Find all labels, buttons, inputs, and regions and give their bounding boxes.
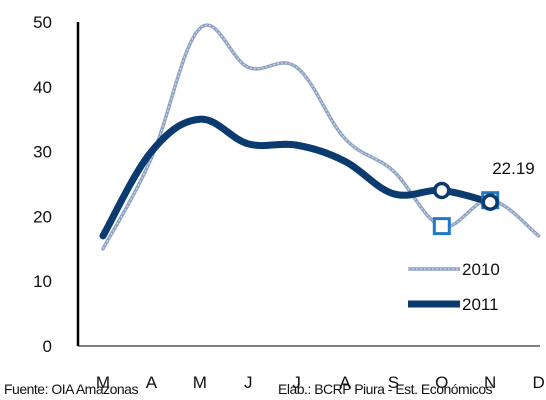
point-2011 (433, 181, 451, 200)
y-tick-label: 20 (33, 207, 52, 226)
x-tick-label: M (193, 373, 207, 392)
data-label: 22.19 (492, 159, 535, 178)
y-tick-label: 10 (33, 272, 52, 291)
credit-note: Elab.: BCRP Piura - Est. Económicos (278, 381, 493, 397)
legend-label: 2010 (462, 260, 500, 279)
markers-layer (432, 181, 500, 236)
x-tick-label: J (244, 373, 253, 392)
x-tick-label: J (292, 373, 301, 392)
y-axis: 0 10 20 30 40 50 (33, 13, 80, 356)
x-tick-label: D (532, 373, 544, 392)
x-tick-label: A (146, 373, 158, 392)
legend-label: 2011 (462, 295, 499, 314)
x-tick-label: O (435, 373, 448, 392)
annotations: 22.19 (492, 159, 535, 178)
source-note: Fuente: OIA Amazonas (4, 381, 138, 397)
point-2010 (432, 217, 451, 236)
y-tick-label: 40 (33, 78, 52, 97)
y-tick-label: 50 (33, 13, 52, 32)
point-2011 (481, 193, 499, 211)
series-layer (99, 23, 541, 251)
x-tick-label: N (484, 373, 496, 392)
y-tick-label: 0 (43, 337, 52, 356)
series-line-2011 (99, 115, 494, 240)
y-tick-label: 30 (33, 143, 52, 162)
legend: 2010 2011 (408, 260, 500, 314)
x-tick-label: M (96, 373, 110, 392)
x-tick-label: S (388, 373, 399, 392)
x-tick-label: A (339, 373, 351, 392)
series-line-2010-texture (102, 24, 539, 250)
